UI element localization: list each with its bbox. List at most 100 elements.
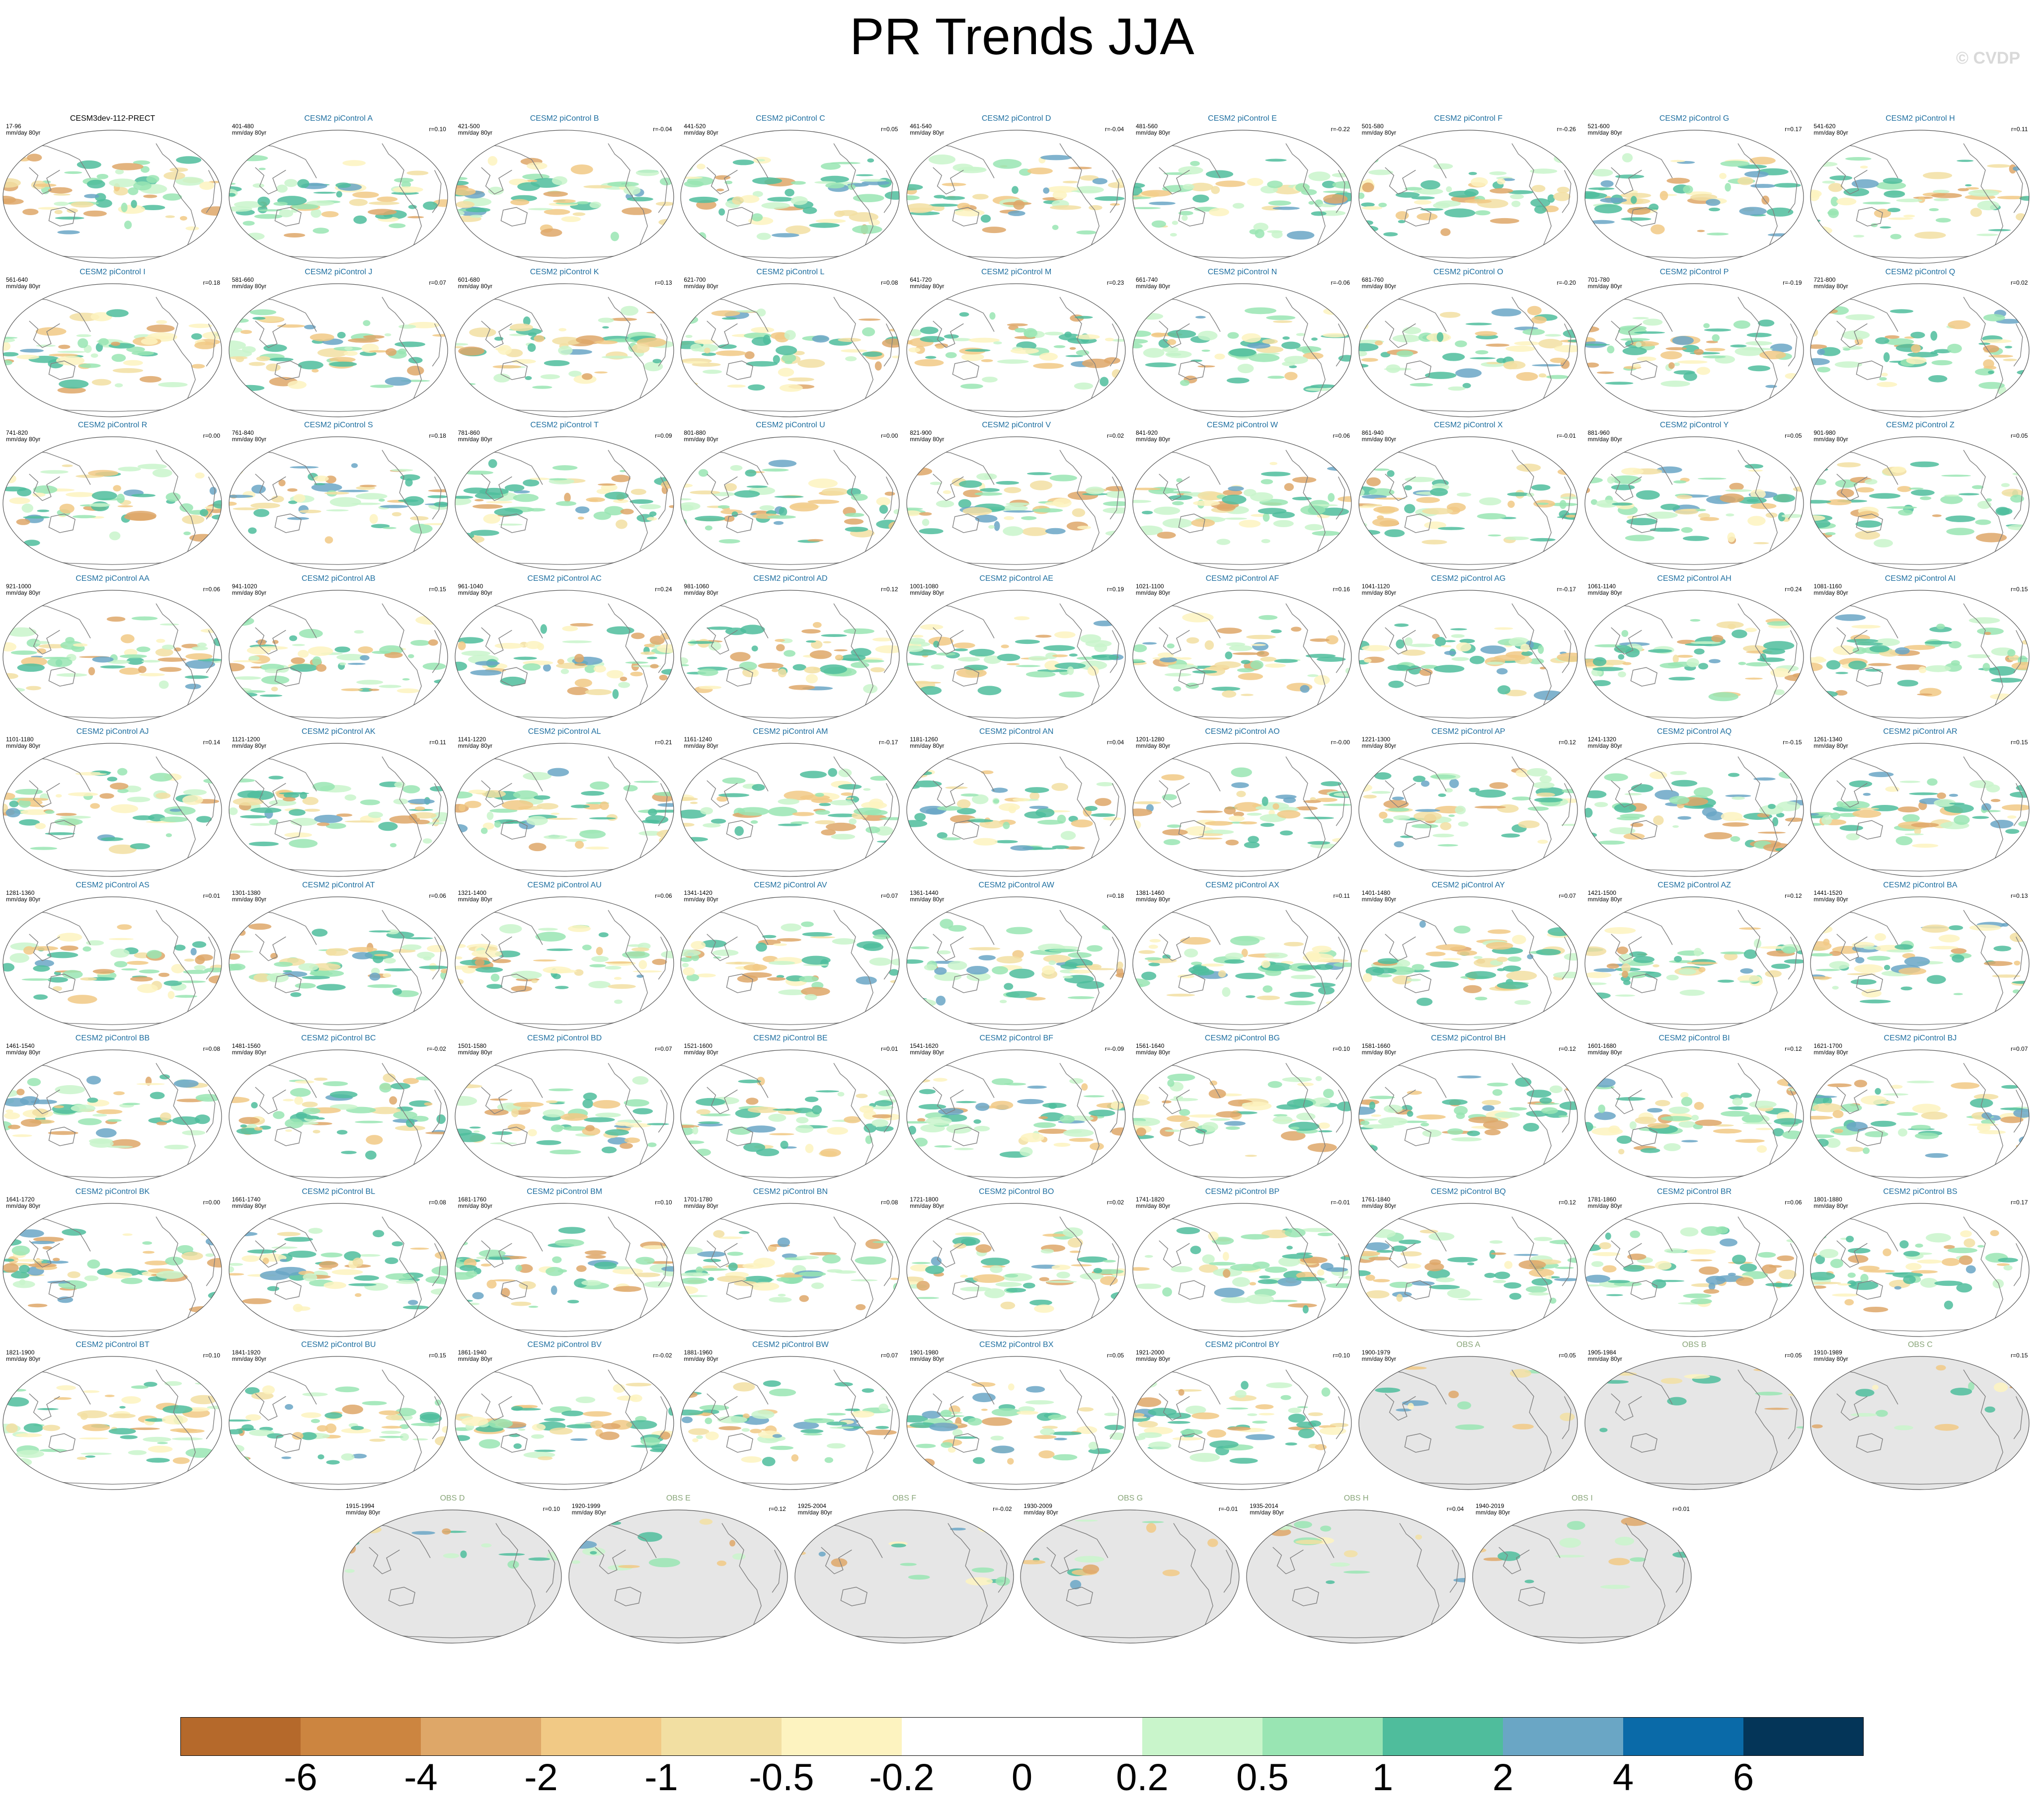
coastline bbox=[1832, 296, 1899, 332]
trend-patch bbox=[1531, 316, 1547, 323]
trend-patch bbox=[1245, 307, 1276, 314]
trend-patch bbox=[778, 823, 802, 826]
map-outline bbox=[2, 436, 222, 570]
coastline bbox=[703, 603, 769, 638]
trend-patch bbox=[1554, 344, 1577, 352]
panel-correlation: r=0.16 bbox=[1333, 585, 1350, 593]
trend-patch bbox=[1300, 505, 1326, 515]
map-outline bbox=[2, 1202, 222, 1337]
trend-patch bbox=[856, 1094, 868, 1099]
trend-patch bbox=[1652, 815, 1664, 825]
map-outline bbox=[680, 130, 900, 264]
trend-patch bbox=[1837, 462, 1861, 468]
trend-patch bbox=[773, 1108, 803, 1111]
trend-patch bbox=[1164, 672, 1191, 676]
trend-patch bbox=[745, 351, 755, 359]
coastline bbox=[1610, 933, 1642, 961]
trend-patch bbox=[1969, 617, 2000, 624]
trend-patch bbox=[1094, 643, 1107, 652]
trend-patch bbox=[1260, 479, 1273, 484]
trend-patch bbox=[557, 658, 564, 664]
trend-patch bbox=[1511, 796, 1531, 801]
trend-patch bbox=[907, 1079, 931, 1083]
trend-patch bbox=[1681, 527, 1693, 533]
trend-patch bbox=[89, 503, 111, 507]
trend-patch bbox=[175, 176, 204, 186]
trend-patch bbox=[1230, 936, 1260, 946]
coastline bbox=[884, 1090, 893, 1133]
trend-patch bbox=[254, 1127, 263, 1131]
trend-patch bbox=[1484, 1129, 1501, 1135]
panel-map bbox=[2, 436, 222, 570]
coastline bbox=[480, 1087, 512, 1114]
trend-patch bbox=[229, 963, 242, 971]
trend-patch bbox=[3, 337, 15, 342]
trend-patch bbox=[1673, 480, 1686, 483]
map-panel: CESM2 piControl BM 1681-1760 mm/day 80yr r=… bbox=[454, 1187, 675, 1337]
coastline bbox=[1059, 909, 1100, 1020]
coastline bbox=[1788, 323, 1798, 367]
panel-title: CESM2 piControl E bbox=[1208, 114, 1277, 123]
trend-patch bbox=[1946, 528, 1975, 536]
coastline bbox=[432, 783, 442, 826]
map-outline bbox=[2, 743, 222, 877]
panel-title: CESM2 piControl AG bbox=[1431, 574, 1506, 583]
trend-patch bbox=[623, 186, 640, 195]
trend-patch bbox=[588, 980, 611, 988]
trend-patch bbox=[692, 1126, 699, 1135]
trend-patch bbox=[535, 931, 566, 942]
coastline bbox=[1154, 756, 1221, 791]
trend-patch bbox=[21, 978, 51, 981]
trend-patch bbox=[1459, 638, 1475, 643]
trend-patch bbox=[353, 215, 367, 224]
trend-patch bbox=[1314, 675, 1330, 685]
trend-patch bbox=[1133, 771, 1146, 782]
coastline bbox=[48, 1126, 76, 1146]
map-panel: CESM2 piControl I 561-640 mm/day 80yr r=0.1… bbox=[2, 268, 223, 417]
panel-period: 1601-1680 bbox=[1587, 1042, 1616, 1049]
map-outline bbox=[2, 130, 222, 264]
trend-patch bbox=[1378, 1117, 1408, 1126]
trend-patch bbox=[1080, 175, 1099, 181]
coastline bbox=[1178, 1126, 1205, 1146]
panel-title: CESM2 piControl B bbox=[530, 114, 599, 123]
trend-patch bbox=[1444, 208, 1476, 218]
coastline bbox=[703, 450, 769, 485]
coastline bbox=[476, 296, 543, 332]
trend-patch bbox=[1869, 644, 1890, 652]
trend-patch bbox=[1138, 949, 1155, 954]
trend-patch bbox=[510, 970, 542, 979]
panel-units: mm/day 80yr bbox=[1587, 129, 1622, 136]
trend-patch bbox=[784, 329, 796, 340]
trend-patch bbox=[1268, 200, 1291, 206]
coastline bbox=[607, 450, 648, 559]
trend-patch bbox=[9, 800, 19, 807]
trend-patch bbox=[123, 360, 143, 366]
trend-patch bbox=[19, 1264, 30, 1273]
trend-patch bbox=[1693, 648, 1705, 654]
trend-patch bbox=[1165, 1129, 1181, 1132]
trend-patch bbox=[1983, 359, 1995, 368]
trend-patch bbox=[314, 1077, 328, 1081]
trend-patch bbox=[369, 930, 391, 933]
panel-period: 921-1000 bbox=[6, 582, 31, 590]
trend-patch bbox=[1927, 974, 1947, 984]
trend-patch bbox=[828, 813, 858, 817]
trend-patch bbox=[2001, 923, 2009, 927]
coastline bbox=[833, 603, 874, 713]
trend-patch bbox=[1929, 946, 1959, 949]
coastline bbox=[432, 323, 442, 367]
trend-patch bbox=[510, 199, 529, 206]
coastline bbox=[929, 603, 995, 638]
trend-patch bbox=[1446, 503, 1466, 512]
map-panel: CESM3dev-112-PRECT 17-96 mm/day 80yr bbox=[2, 114, 223, 264]
panel-units: mm/day 80yr bbox=[1813, 129, 1848, 136]
trend-patch bbox=[229, 383, 242, 388]
trend-patch bbox=[577, 516, 584, 520]
trend-patch bbox=[646, 517, 657, 521]
trend-patch bbox=[960, 793, 979, 797]
trend-patch bbox=[320, 1252, 343, 1258]
coastline bbox=[206, 170, 216, 213]
trend-patch bbox=[746, 485, 768, 488]
trend-patch bbox=[213, 500, 222, 509]
